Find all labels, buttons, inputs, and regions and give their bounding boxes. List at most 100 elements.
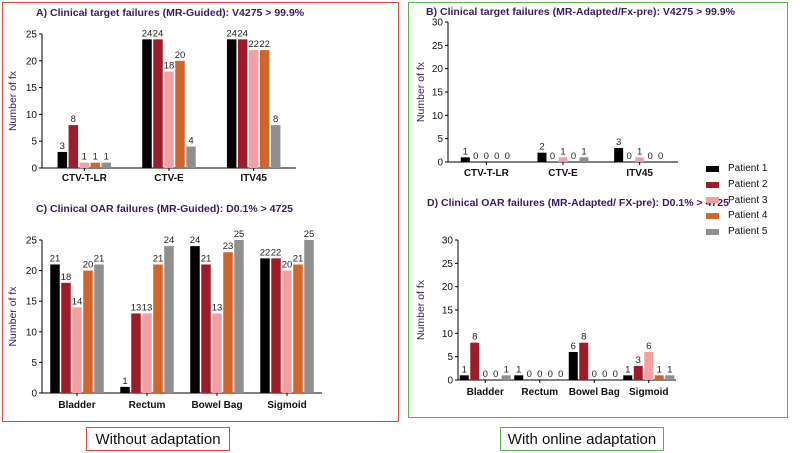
bar bbox=[644, 352, 654, 380]
x-tick-label: Rectum bbox=[129, 400, 166, 411]
y-tick-label: 10 bbox=[26, 110, 38, 121]
y-tick-label: 10 bbox=[442, 329, 454, 340]
bar-value-label: 25 bbox=[304, 229, 315, 240]
bar bbox=[501, 375, 511, 380]
bar bbox=[101, 162, 112, 168]
bar-value-label: 22 bbox=[259, 39, 270, 50]
legend-label: Patient 2 bbox=[728, 179, 768, 191]
bar-value-label: 1 bbox=[625, 364, 630, 375]
y-tick-label: 0 bbox=[31, 389, 37, 400]
bar bbox=[164, 71, 174, 168]
chart-legend: Patient 1 Patient 2 Patient 3 Patient 4 … bbox=[706, 161, 767, 239]
bar-value-label: 0 bbox=[537, 369, 542, 380]
y-tick-label: 10 bbox=[26, 327, 38, 338]
bar bbox=[537, 152, 547, 162]
chart-title: D) Clinical OAR failures (MR-Adapted/ FX… bbox=[427, 197, 729, 209]
bar-value-label: 1 bbox=[104, 152, 109, 163]
x-tick-label: Bladder bbox=[58, 400, 95, 411]
bar-value-label: 0 bbox=[613, 369, 618, 380]
bar bbox=[271, 258, 281, 393]
bar-value-label: 24 bbox=[190, 235, 201, 246]
legend-swatch bbox=[706, 165, 719, 172]
bar-value-label: 14 bbox=[72, 296, 83, 307]
bar bbox=[282, 270, 292, 393]
bar bbox=[226, 39, 237, 168]
y-tick-label: 25 bbox=[442, 259, 454, 270]
bar-value-label: 1 bbox=[463, 146, 468, 157]
x-tick-label: Rectum bbox=[521, 387, 558, 398]
bar bbox=[79, 162, 90, 168]
y-tick-label: 0 bbox=[437, 158, 443, 169]
bar-value-label: 8 bbox=[472, 332, 477, 343]
bar bbox=[164, 246, 174, 393]
chart-title: B) Clinical target failures (MR-Adapted/… bbox=[426, 6, 736, 18]
x-tick-label: CTV-E bbox=[548, 168, 578, 179]
bar-value-label: 25 bbox=[234, 229, 245, 240]
bar-value-label: 21 bbox=[201, 253, 212, 264]
chart-title: C) Clinical OAR failures (MR-Guided): D0… bbox=[36, 203, 293, 215]
y-tick-label: 20 bbox=[26, 56, 38, 67]
bar-value-label: 24 bbox=[237, 28, 248, 39]
bar-value-label: 0 bbox=[484, 151, 489, 162]
bar bbox=[470, 342, 480, 380]
y-tick-label: 15 bbox=[442, 306, 454, 317]
bar-value-label: 8 bbox=[71, 114, 76, 125]
bar-value-label: 0 bbox=[548, 369, 553, 380]
bar-value-label: 0 bbox=[558, 369, 563, 380]
bar-value-label: 20 bbox=[282, 260, 293, 271]
bar bbox=[237, 39, 248, 168]
bar bbox=[212, 313, 222, 393]
bar-value-label: 0 bbox=[550, 151, 555, 162]
bar bbox=[654, 375, 664, 380]
bar-value-label: 1 bbox=[516, 364, 521, 375]
x-tick-label: Bowel Bag bbox=[191, 400, 242, 411]
bar bbox=[90, 162, 101, 168]
legend-item-patient-5: Patient 5 bbox=[706, 224, 767, 240]
x-tick-label: Sigmoid bbox=[629, 387, 668, 398]
x-tick-label: ITV45 bbox=[240, 173, 267, 184]
bar-value-label: 13 bbox=[131, 302, 142, 313]
y-tick-label: 20 bbox=[26, 266, 38, 277]
bar-value-label: 1 bbox=[581, 146, 586, 157]
y-tick-label: 25 bbox=[432, 41, 444, 52]
y-tick-label: 0 bbox=[447, 376, 453, 387]
bar-value-label: 20 bbox=[83, 260, 94, 271]
bar bbox=[558, 157, 568, 162]
y-axis-label: Number of fx bbox=[415, 279, 427, 340]
bar-value-label: 13 bbox=[212, 302, 223, 313]
legend-label: Patient 4 bbox=[728, 210, 768, 222]
bar-value-label: 6 bbox=[646, 341, 651, 352]
bar-value-label: 0 bbox=[592, 369, 597, 380]
y-tick-label: 30 bbox=[432, 18, 444, 29]
bar bbox=[293, 264, 303, 393]
y-tick-label: 30 bbox=[442, 236, 454, 247]
bar-value-label: 0 bbox=[658, 151, 663, 162]
bar-value-label: 23 bbox=[223, 241, 234, 252]
y-axis-label: Number of fx bbox=[7, 286, 19, 347]
y-tick-label: 25 bbox=[26, 236, 38, 247]
caption-with-adaptation: With online adaptation bbox=[500, 427, 664, 451]
bar-value-label: 21 bbox=[153, 253, 164, 264]
bar bbox=[579, 342, 589, 380]
bar-value-label: 0 bbox=[493, 369, 498, 380]
bar bbox=[260, 258, 270, 393]
y-tick-label: 5 bbox=[31, 358, 37, 369]
caption-without-adaptation: Without adaptation bbox=[86, 427, 230, 451]
bar bbox=[83, 270, 93, 393]
x-tick-label: ITV45 bbox=[626, 168, 653, 179]
bar-value-label: 1 bbox=[657, 364, 662, 375]
y-tick-label: 25 bbox=[26, 30, 38, 41]
bar-value-label: 1 bbox=[667, 364, 672, 375]
legend-swatch bbox=[706, 197, 719, 204]
bar bbox=[153, 264, 163, 393]
y-tick-label: 20 bbox=[442, 282, 454, 293]
legend-swatch bbox=[706, 181, 719, 188]
panel-with-adaptation bbox=[408, 2, 788, 418]
bar bbox=[61, 282, 71, 393]
legend-item-patient-3: Patient 3 bbox=[706, 192, 767, 208]
bar bbox=[50, 264, 60, 393]
bar bbox=[635, 157, 645, 162]
bar bbox=[94, 264, 104, 393]
bar-value-label: 21 bbox=[293, 253, 304, 264]
